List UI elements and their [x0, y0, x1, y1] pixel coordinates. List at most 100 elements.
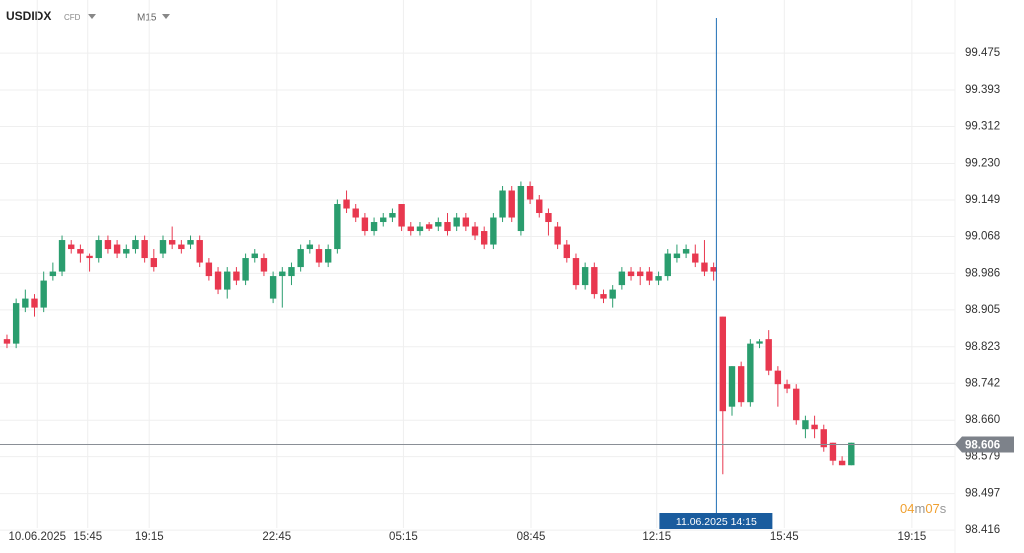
- candle-body: [747, 343, 754, 403]
- candle-body: [728, 366, 736, 407]
- candle-body: [113, 244, 121, 254]
- candle-body: [168, 240, 176, 245]
- y-tick-label: 98.905: [965, 304, 1000, 316]
- x-tick-label: 15:45: [770, 531, 799, 543]
- candle-body: [526, 185, 534, 200]
- y-tick-label: 99.230: [965, 158, 1000, 170]
- candle-body: [178, 244, 185, 250]
- x-tick-label: 10.06.2025: [8, 531, 66, 543]
- candle-body: [297, 249, 304, 268]
- candle-body: [471, 226, 479, 236]
- candle-body: [214, 271, 222, 290]
- candle-body: [398, 204, 405, 227]
- candle-body: [719, 316, 727, 412]
- y-tick-label: 99.068: [965, 230, 1000, 242]
- x-tick-label: 12:15: [642, 531, 671, 543]
- candle-body: [251, 253, 258, 259]
- timeframe[interactable]: M15: [137, 13, 157, 24]
- candle-body: [31, 298, 38, 308]
- candle-body: [793, 388, 800, 421]
- candle-body: [499, 190, 506, 218]
- x-tick-label: 08:45: [517, 531, 546, 543]
- candle-body: [710, 267, 717, 272]
- candle-body: [554, 226, 561, 245]
- y-tick-label: 98.579: [965, 451, 1000, 463]
- candle-body: [545, 213, 552, 223]
- candle-body: [701, 262, 708, 272]
- candle-body: [692, 253, 699, 263]
- crosshair-tag: [659, 513, 773, 529]
- candle-body: [591, 267, 598, 295]
- candle-body: [627, 271, 635, 277]
- timeframe-dropdown[interactable]: [162, 14, 170, 19]
- candle-body: [618, 271, 626, 286]
- candle-body: [673, 253, 681, 259]
- candle-body: [453, 217, 460, 227]
- symbol[interactable]: USDIDX: [6, 9, 51, 23]
- y-tick-label: 98.497: [965, 488, 1000, 500]
- candle-body: [224, 271, 231, 290]
- x-tick-label: 19:15: [135, 531, 164, 543]
- countdown-part: m: [914, 501, 925, 516]
- candle-body: [159, 240, 167, 254]
- candle-body: [86, 255, 93, 259]
- symbol-dropdown[interactable]: [88, 14, 96, 19]
- candle-body: [774, 370, 782, 385]
- last-price-tag: [955, 436, 1014, 453]
- y-tick-label: 98.986: [965, 267, 1000, 279]
- candle-body: [123, 249, 130, 254]
- y-tick-label: 99.393: [965, 84, 1000, 96]
- candle-body: [581, 267, 589, 286]
- candle-body: [343, 199, 350, 209]
- candle-body: [435, 222, 442, 227]
- candle-body: [389, 213, 396, 218]
- candle-body: [508, 190, 515, 218]
- candle-body: [334, 204, 341, 250]
- candle-body: [646, 271, 653, 281]
- candle-body: [196, 240, 203, 263]
- candle-body: [279, 271, 286, 277]
- candle-body: [609, 289, 616, 299]
- y-tick-label: 98.660: [965, 414, 1000, 426]
- candle-body: [49, 271, 57, 277]
- candle-body: [288, 267, 295, 277]
- candle-body: [370, 222, 378, 232]
- candle-body: [536, 199, 543, 214]
- candle-body: [820, 429, 827, 448]
- countdown-part: s: [940, 501, 947, 516]
- countdown: 04m07s: [900, 501, 947, 516]
- candle-body: [132, 240, 139, 250]
- candle-body: [352, 208, 359, 218]
- candle-body: [77, 249, 84, 254]
- y-tick-label: 99.312: [965, 121, 1000, 133]
- candle-body: [187, 240, 194, 245]
- candle-body: [324, 249, 332, 263]
- candle-body: [150, 258, 158, 268]
- candle-body: [783, 384, 791, 389]
- candle-body: [407, 226, 414, 232]
- candle-body: [315, 249, 323, 263]
- y-tick-label: 99.149: [965, 194, 1000, 206]
- candle-body: [462, 217, 470, 227]
- countdown-part: 07: [925, 501, 939, 516]
- candle-body: [242, 258, 249, 281]
- x-tick-label: 05:15: [389, 531, 418, 543]
- crosshair-label: 11.06.2025 14:15: [676, 516, 757, 528]
- y-tick-label: 99.475: [965, 47, 1000, 59]
- candle-body: [765, 339, 772, 371]
- y-tick-label: 98.416: [965, 524, 1000, 536]
- last-price-label: 98.606: [965, 440, 1000, 452]
- x-tick-label: 15:45: [73, 531, 102, 543]
- candle-body: [664, 253, 671, 277]
- candle-body: [682, 249, 690, 254]
- x-tick-label: 22:45: [262, 531, 291, 543]
- candle-body: [361, 217, 369, 232]
- candle-body: [22, 298, 29, 308]
- candle-body: [637, 271, 644, 277]
- candle-body: [260, 258, 268, 272]
- candle-body: [12, 303, 20, 344]
- candle-body: [829, 442, 837, 461]
- candle-body: [655, 276, 662, 281]
- candle-body: [444, 222, 451, 232]
